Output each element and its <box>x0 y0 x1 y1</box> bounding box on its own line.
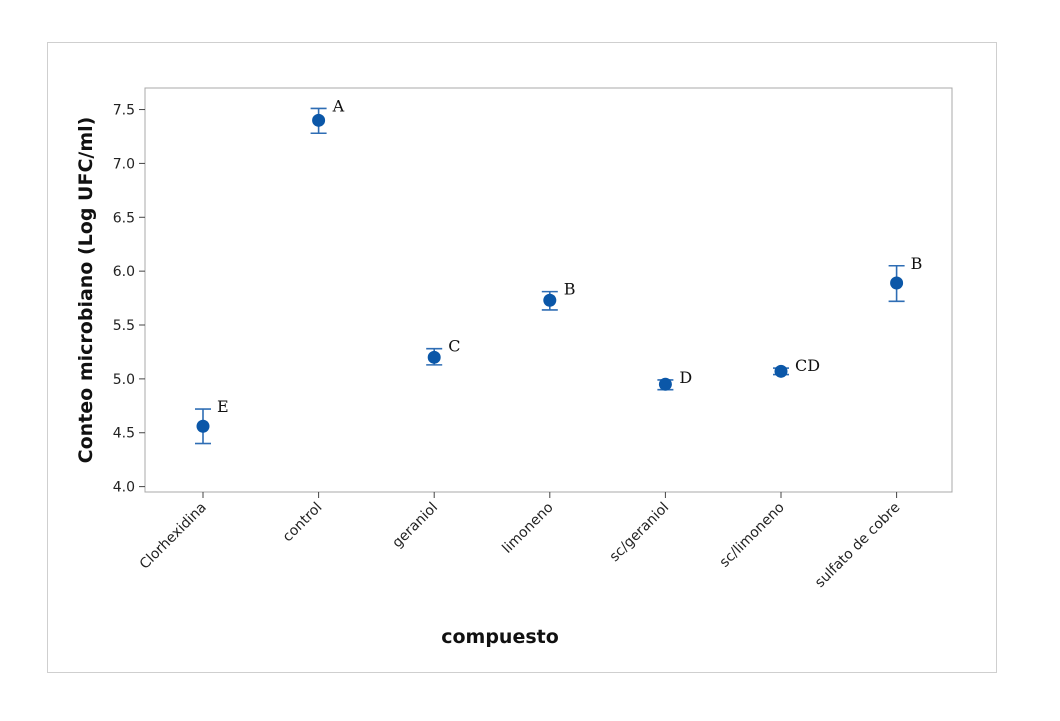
x-tick-label: sc/limoneno <box>717 500 788 571</box>
x-tick-label: sulfato de cobre <box>812 500 903 591</box>
y-tick-label: 5.0 <box>113 372 135 388</box>
mean-point <box>774 364 788 378</box>
group-letter-label: E <box>217 397 229 416</box>
x-tick-label: control <box>280 500 326 546</box>
mean-point <box>658 377 672 391</box>
mean-point <box>427 350 441 364</box>
group-letter-label: B <box>564 280 576 299</box>
y-tick-label: 6.0 <box>113 264 135 280</box>
group-letter-label: A <box>332 96 345 115</box>
y-tick-label: 7.5 <box>113 103 135 119</box>
plot-area <box>144 87 953 493</box>
y-axis-title: Conteo microbiano (Log UFC/ml) <box>75 117 97 464</box>
group-letter-label: B <box>911 254 923 273</box>
mean-point <box>543 293 557 307</box>
interval-plot: 4.0 4.5 5.0 5.5 6.0 6.5 7.0 7.5 Clorhexidina con… <box>75 87 953 648</box>
mean-point <box>312 113 326 127</box>
x-axis-title: compuesto <box>441 626 559 648</box>
y-tick-label: 4.0 <box>113 480 135 496</box>
x-tick-label: sc/geraniol <box>607 500 673 566</box>
mean-point <box>890 276 904 290</box>
y-tick-label: 6.5 <box>113 210 135 226</box>
data-marks: E A C B D CD B <box>195 96 923 445</box>
group-letter-label: CD <box>795 356 820 375</box>
x-tick-label: geraniol <box>389 500 441 552</box>
x-axis: Clorhexidina control geraniol limoneno sc/ge… <box>137 492 903 591</box>
x-tick-label: limoneno <box>499 500 556 557</box>
y-tick-label: 7.0 <box>113 156 135 172</box>
group-letter-label: C <box>448 337 460 356</box>
chart-frame: 4.0 4.5 5.0 5.5 6.0 6.5 7.0 7.5 Clorhexidina con… <box>47 42 997 673</box>
y-tick-label: 5.5 <box>113 318 135 334</box>
mean-point <box>196 419 210 433</box>
y-tick-label: 4.5 <box>113 426 135 442</box>
x-tick-label: Clorhexidina <box>137 500 210 573</box>
y-axis: 4.0 4.5 5.0 5.5 6.0 6.5 7.0 7.5 <box>113 103 145 496</box>
group-letter-label: D <box>679 368 692 387</box>
